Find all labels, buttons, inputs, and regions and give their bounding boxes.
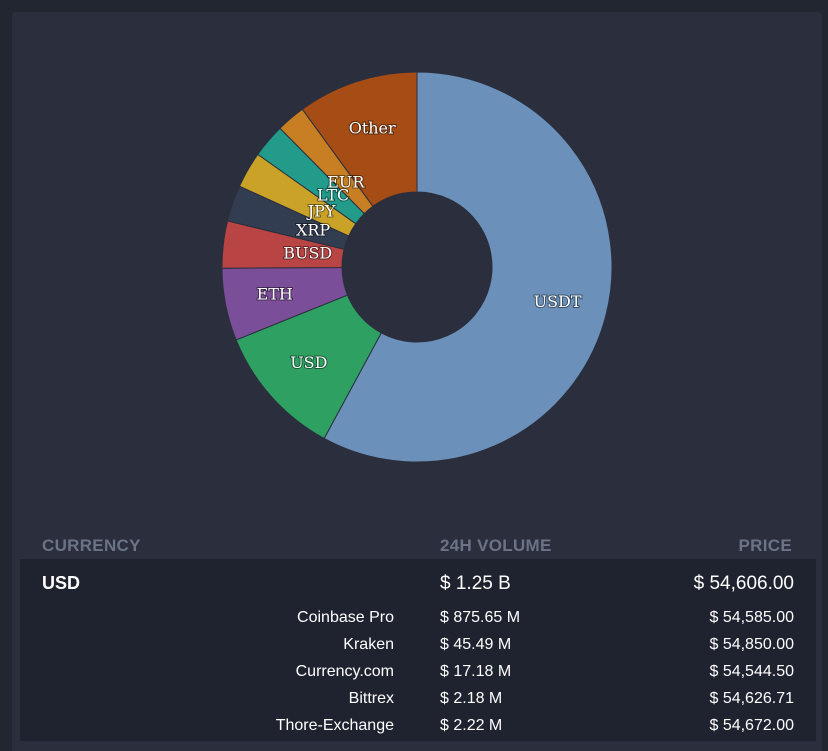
exchange-row[interactable]: Bittrex $ 2.18 M $ 54,626.71 bbox=[20, 686, 816, 713]
exchange-volume: $ 875.65 M bbox=[440, 609, 521, 626]
exchange-volume: $ 17.18 M bbox=[440, 663, 512, 680]
exchange-name: Coinbase Pro bbox=[297, 609, 394, 626]
exchange-name: Bittrex bbox=[348, 690, 394, 707]
exchange-row[interactable]: Coinbase Pro $ 875.65 M $ 54,585.00 bbox=[20, 605, 816, 632]
exchange-name: Currency.com bbox=[295, 663, 394, 680]
exchange-name: Kraken bbox=[343, 636, 394, 653]
exchange-price: $ 54,544.50 bbox=[709, 663, 794, 680]
currency-table: USD $ 1.25 B $ 54,606.00 Coinbase Pro $ … bbox=[20, 559, 816, 741]
slice-label-jpy: JPY bbox=[306, 202, 336, 221]
slice-usdt[interactable] bbox=[323, 71, 613, 463]
currency-price: $ 54,606.00 bbox=[693, 573, 794, 594]
slice-label-other: Other bbox=[349, 119, 396, 138]
currency-row-usd[interactable]: USD $ 1.25 B $ 54,606.00 bbox=[20, 569, 816, 599]
slice-label-usd: USD bbox=[290, 353, 327, 372]
exchange-price: $ 54,672.00 bbox=[709, 717, 794, 734]
exchange-volume: $ 45.49 M bbox=[440, 636, 512, 653]
currency-panel: USDT USD ETH BUSD XRP JPY LTC EUR Other CURRENCY… bbox=[12, 12, 822, 751]
exchange-row[interactable]: Currency.com $ 17.18 M $ 54,544.50 bbox=[20, 659, 816, 686]
slice-label-eth: ETH bbox=[257, 285, 293, 304]
header-volume: 24H VOLUME bbox=[440, 536, 552, 555]
header-currency: CURRENCY bbox=[42, 536, 141, 555]
exchange-price: $ 54,850.00 bbox=[709, 636, 794, 653]
slice-label-usdt: USDT bbox=[534, 292, 582, 311]
table-header: CURRENCY 24H VOLUME PRICE bbox=[12, 524, 822, 560]
slice-label-busd: BUSD bbox=[283, 244, 332, 263]
slice-label-xrp: XRP bbox=[296, 221, 330, 240]
exchange-price: $ 54,626.71 bbox=[709, 690, 794, 707]
slice-label-eur: EUR bbox=[327, 173, 365, 192]
currency-name: USD bbox=[42, 573, 81, 593]
exchange-row[interactable]: Kraken $ 45.49 M $ 54,850.00 bbox=[20, 632, 816, 659]
exchange-price: $ 54,585.00 bbox=[709, 609, 794, 626]
donut-chart-container: USDT USD ETH BUSD XRP JPY LTC EUR Other bbox=[12, 12, 822, 512]
exchange-volume: $ 2.18 M bbox=[440, 690, 503, 707]
exchange-row[interactable]: Thore-Exchange $ 2.22 M $ 54,672.00 bbox=[20, 713, 816, 740]
slice-label-ltc: LTC bbox=[317, 185, 349, 204]
header-price: PRICE bbox=[738, 536, 792, 555]
currency-volume: $ 1.25 B bbox=[440, 573, 511, 594]
exchange-name: Thore-Exchange bbox=[275, 717, 394, 734]
slice-other[interactable] bbox=[301, 71, 418, 208]
exchange-volume: $ 2.22 M bbox=[440, 717, 503, 734]
